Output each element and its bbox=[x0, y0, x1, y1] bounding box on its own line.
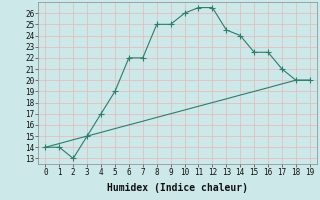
X-axis label: Humidex (Indice chaleur): Humidex (Indice chaleur) bbox=[107, 183, 248, 193]
